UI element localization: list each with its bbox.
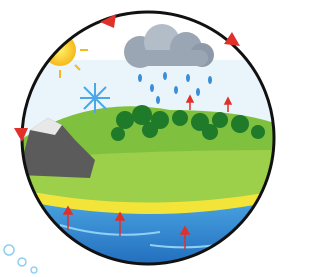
water-cycle-illustration bbox=[0, 0, 288, 277]
page bbox=[0, 0, 320, 277]
bubbles bbox=[4, 245, 37, 273]
globe-scene bbox=[0, 0, 288, 277]
snowflake bbox=[80, 83, 110, 113]
